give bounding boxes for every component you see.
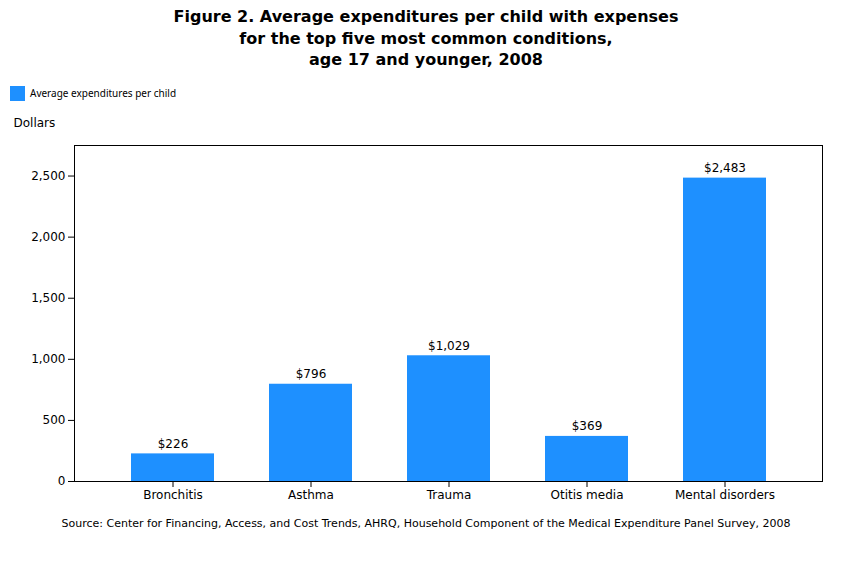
html-text:age 17 and younger, 2008: age 17 and younger, 2008	[309, 50, 543, 70]
svg-text:$226: $226	[158, 437, 189, 451]
svg-text:2,000: 2,000	[31, 230, 65, 244]
svg-text:Dollars: Dollars	[14, 116, 56, 130]
svg-text:Mental disorders: Mental disorders	[675, 488, 775, 502]
svg-text:$369: $369	[572, 419, 603, 433]
svg-text:2,500: 2,500	[31, 169, 65, 183]
svg-text:Bronchitis: Bronchitis	[143, 488, 203, 502]
svg-text:0: 0	[58, 474, 66, 488]
html-text:Source: Center for Financing,: Source: Center for Financing, Access, an…	[61, 516, 791, 530]
html-text:Average expenditures per child: Average expenditures per child	[30, 86, 176, 101]
svg-text:$796: $796	[296, 367, 327, 381]
svg-text:$1,029: $1,029	[428, 339, 470, 353]
svg-text:$2,483: $2,483	[704, 161, 746, 175]
svg-text:Trauma: Trauma	[426, 488, 472, 502]
svg-text:1,500: 1,500	[31, 291, 65, 305]
html-text:Figure 2. Average expenditures: Figure 2. Average expenditures per child…	[173, 7, 679, 26]
html-text:for the top five most common c: for the top five most common conditions,	[239, 28, 613, 48]
svg-text:Asthma: Asthma	[288, 488, 334, 502]
svg-text:1,000: 1,000	[31, 352, 65, 366]
svg-text:500: 500	[43, 413, 66, 427]
svg-text:Otitis media: Otitis media	[551, 488, 624, 502]
